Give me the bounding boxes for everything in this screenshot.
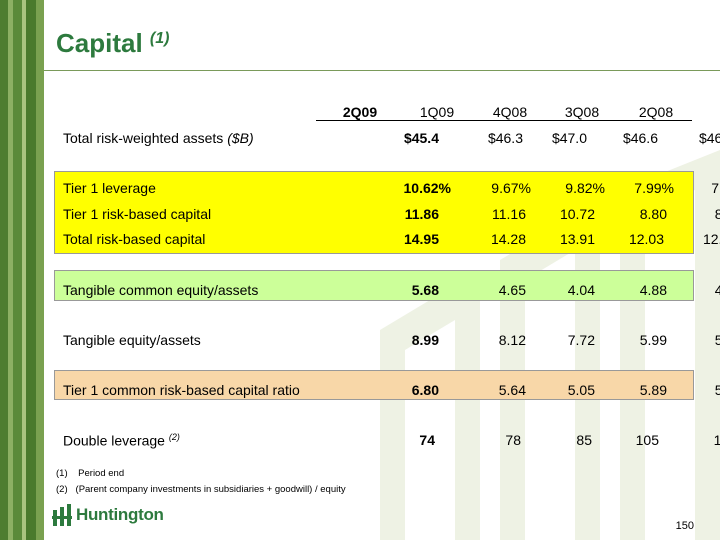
cell-value: 8.12 <box>498 332 526 348</box>
cell-value: 5.99 <box>639 332 667 348</box>
cell-value: 14.95 <box>403 231 439 247</box>
row-label: Total risk-weighted assets ($B) <box>63 130 254 146</box>
logo-wordmark: Huntington <box>76 505 164 524</box>
row-label: Tier 1 common risk-based capital ratio <box>63 382 300 398</box>
cell-value: $46.6 <box>622 130 658 146</box>
column-header: 1Q09 <box>419 104 455 120</box>
cell-value: 103 <box>713 432 720 448</box>
cell-value: 14.28 <box>490 231 526 247</box>
row-label: Tier 1 leverage <box>63 180 156 196</box>
column-header-row: 2Q09 1Q09 4Q08 3Q08 2Q08 <box>63 104 693 124</box>
regulatory-ratios-band <box>54 171 694 254</box>
footnote-2: (2) (Parent company investments in subsi… <box>56 484 346 495</box>
page-number: 150 <box>675 520 694 532</box>
cell-value: 10.62% <box>403 180 451 196</box>
column-header: 2Q08 <box>638 104 674 120</box>
row-label: Tangible common equity/assets <box>63 282 259 298</box>
column-header: 4Q08 <box>492 104 528 120</box>
cell-value: 9.82% <box>565 180 605 196</box>
table-row: Total risk-weighted assets ($B) $45.4 $4… <box>63 130 720 150</box>
table-row: Tier 1 common risk-based capital ratio 6… <box>63 382 720 402</box>
cell-value: 13.91 <box>559 231 595 247</box>
column-header: 3Q08 <box>564 104 600 120</box>
cell-value: 7.88% <box>711 180 720 196</box>
left-stripe-decoration <box>0 0 44 540</box>
cell-value: 78 <box>505 432 521 448</box>
tier1-common-band <box>54 370 694 400</box>
cell-value: 105 <box>635 432 659 448</box>
cell-value: 6.80 <box>411 382 439 398</box>
cell-value: 4.81 <box>714 282 720 298</box>
cell-value: 4.88 <box>639 282 667 298</box>
cell-value: 8.82 <box>714 206 720 222</box>
table-row: Tier 1 leverage 10.62% 9.67% 9.82% 7.99%… <box>63 180 720 200</box>
cell-value: 7.72 <box>567 332 595 348</box>
cell-value: 4.04 <box>567 282 595 298</box>
cell-value: 5.05 <box>567 382 595 398</box>
cell-value: 5.81 <box>714 382 720 398</box>
cell-value: 8.80 <box>639 206 667 222</box>
header-underline <box>316 120 692 121</box>
row-label: Tangible equity/assets <box>63 332 201 348</box>
table-row: Tier 1 risk-based capital 11.86 11.16 10… <box>63 206 720 226</box>
column-header: 2Q09 <box>342 104 378 120</box>
cell-value: $46.3 <box>487 130 523 146</box>
row-label: Total risk-based capital <box>63 231 206 247</box>
cell-value: 12.05 <box>702 231 720 247</box>
cell-value: 12.03 <box>628 231 664 247</box>
cell-value: 4.65 <box>498 282 526 298</box>
cell-value: 11.86 <box>404 206 439 222</box>
huntington-logo-icon <box>52 504 72 526</box>
cell-value: 5.68 <box>411 282 439 298</box>
footnote-1: (1) Period end <box>56 468 125 479</box>
row-label: Double leverage (2) <box>63 432 180 449</box>
cell-value: 5.64 <box>498 382 526 398</box>
table-row: Total risk-based capital 14.95 14.28 13.… <box>63 231 720 251</box>
cell-value: 5.90 <box>714 332 720 348</box>
cell-value: 11.16 <box>492 206 526 222</box>
table-row: Double leverage (2) 74 78 85 105 103 <box>63 432 720 452</box>
cell-value: 9.67% <box>491 180 531 196</box>
title-footnote-marker: (1) <box>149 30 170 47</box>
cell-value: 8.99 <box>411 332 439 348</box>
table-row: Tangible common equity/assets 5.68 4.65 … <box>63 282 720 302</box>
cell-value: $47.0 <box>551 130 587 146</box>
cell-value: $46.6 <box>698 130 720 146</box>
cell-value: 85 <box>576 432 592 448</box>
cell-value: 5.89 <box>639 382 667 398</box>
table-row: Tangible equity/assets 8.99 8.12 7.72 5.… <box>63 332 720 352</box>
footnotes: (1) Period end (2) (Parent company inves… <box>56 466 346 498</box>
tangible-common-equity-band <box>54 270 694 301</box>
huntington-logo: Huntington <box>52 504 164 526</box>
cell-value: 7.99% <box>634 180 674 196</box>
cell-value: $45.4 <box>403 130 439 146</box>
cell-value: 74 <box>419 432 435 448</box>
cell-value: 10.72 <box>559 206 595 222</box>
page-title: Capital (1) <box>56 28 170 58</box>
row-label: Tier 1 risk-based capital <box>63 206 212 222</box>
header-divider <box>44 70 720 71</box>
